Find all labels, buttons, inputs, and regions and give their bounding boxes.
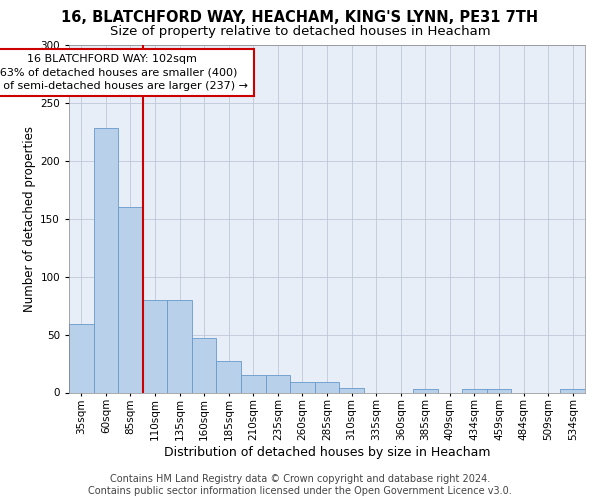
Bar	[94, 128, 118, 392]
Bar	[192, 338, 217, 392]
Bar	[167, 300, 192, 392]
Bar	[69, 324, 94, 392]
Text: 16 BLATCHFORD WAY: 102sqm
← 63% of detached houses are smaller (400)
37% of semi: 16 BLATCHFORD WAY: 102sqm ← 63% of detac…	[0, 54, 248, 90]
Text: Contains HM Land Registry data © Crown copyright and database right 2024.
Contai: Contains HM Land Registry data © Crown c…	[88, 474, 512, 496]
Bar	[290, 382, 315, 392]
Y-axis label: Number of detached properties: Number of detached properties	[23, 126, 36, 312]
Bar	[339, 388, 364, 392]
Text: Size of property relative to detached houses in Heacham: Size of property relative to detached ho…	[110, 25, 490, 38]
Bar	[241, 375, 266, 392]
Bar	[462, 389, 487, 392]
Bar	[118, 207, 143, 392]
Text: 16, BLATCHFORD WAY, HEACHAM, KING'S LYNN, PE31 7TH: 16, BLATCHFORD WAY, HEACHAM, KING'S LYNN…	[61, 10, 539, 25]
Bar	[413, 389, 437, 392]
Bar	[315, 382, 339, 392]
Bar	[266, 375, 290, 392]
Bar	[487, 389, 511, 392]
Bar	[560, 389, 585, 392]
Bar	[217, 361, 241, 392]
Bar	[143, 300, 167, 392]
X-axis label: Distribution of detached houses by size in Heacham: Distribution of detached houses by size …	[164, 446, 490, 458]
